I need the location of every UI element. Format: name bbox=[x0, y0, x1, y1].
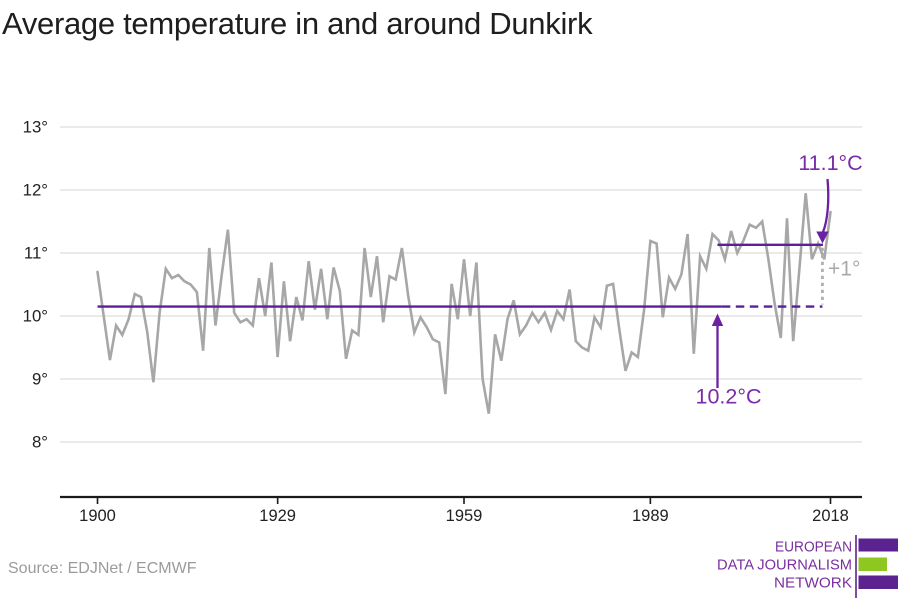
y-tick-label: 13° bbox=[23, 118, 48, 137]
logo-text-line2: DATA JOURNALISM bbox=[717, 557, 852, 574]
recent-mean-label: 11.1°C bbox=[798, 151, 862, 175]
recent-mean-arrow bbox=[821, 178, 830, 233]
logo-bar-bottom bbox=[858, 575, 898, 589]
page-title: Average temperature in and around Dunkir… bbox=[2, 6, 593, 41]
delta-label: +1° bbox=[828, 258, 860, 281]
x-tick-label: 1989 bbox=[632, 507, 669, 525]
y-tick-label: 10° bbox=[23, 307, 48, 326]
axis-layer: 1900 1929 1959 1989 2018 bbox=[60, 495, 862, 525]
y-tick-label: 8° bbox=[32, 433, 48, 452]
y-tick-label: 11° bbox=[24, 244, 48, 263]
annotation-layer: 11.1°C 10.2°C +1° bbox=[97, 151, 863, 409]
logo-bar-top bbox=[858, 538, 898, 552]
logo-text-line3: NETWORK bbox=[774, 575, 852, 592]
x-tick-label: 1959 bbox=[446, 507, 483, 525]
series-layer bbox=[96, 193, 832, 414]
x-tick-label: 2018 bbox=[812, 507, 849, 525]
recent-mean-arrowhead bbox=[816, 231, 829, 244]
edjnet-logo: EUROPEAN DATA JOURNALISM NETWORK bbox=[717, 535, 898, 598]
x-tick-label: 1900 bbox=[79, 507, 116, 525]
x-tick-label: 1929 bbox=[259, 507, 296, 525]
y-tick-label: 12° bbox=[23, 181, 48, 200]
logo-text-line1: EUROPEAN bbox=[775, 539, 852, 556]
baseline-mean-arrowhead bbox=[711, 313, 724, 326]
temperature-line bbox=[96, 193, 832, 414]
baseline-mean-label: 10.2°C bbox=[696, 385, 762, 409]
y-tick-label: 9° bbox=[32, 370, 48, 389]
source-caption: Source: EDJNet / ECMWF bbox=[8, 560, 197, 577]
grid-layer: 13° 12° 11° 10° 9° 8° bbox=[23, 118, 862, 452]
logo-bar-middle bbox=[858, 557, 887, 571]
